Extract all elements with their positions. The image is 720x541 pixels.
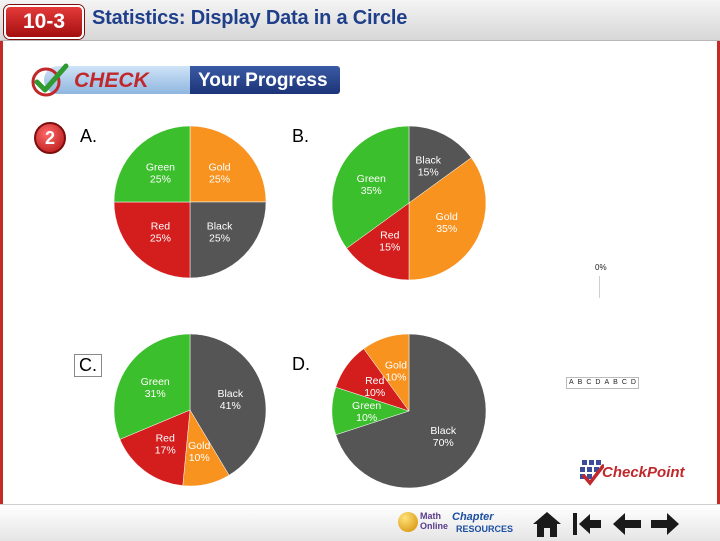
- slice-percent-black: 15%: [418, 166, 439, 178]
- resources-label: RESOURCES: [456, 524, 514, 534]
- globe-icon: [398, 512, 418, 532]
- slice-label-black: Black: [415, 154, 441, 166]
- right-border: [717, 41, 720, 531]
- slice-label-gold: Gold: [188, 440, 210, 452]
- slice-label-black: Black: [217, 388, 243, 400]
- left-border: [0, 41, 3, 531]
- slice-label-gold: Gold: [436, 211, 458, 223]
- response-axis-line: [599, 276, 600, 298]
- pie-slice-red[interactable]: [119, 409, 191, 486]
- slice-label-gold: Gold: [208, 161, 230, 173]
- answer-letter: C: [586, 379, 592, 386]
- slice-percent-black: 41%: [220, 400, 241, 412]
- pie-slice-gold[interactable]: [408, 157, 487, 281]
- previous-arrow-icon[interactable]: [610, 509, 644, 539]
- answer-letter: C: [621, 379, 627, 386]
- slice-label-black: Black: [430, 425, 456, 437]
- slice-percent-gold: 25%: [209, 173, 230, 185]
- option-d-label[interactable]: D.: [292, 354, 310, 374]
- answer-letter: D: [595, 379, 601, 386]
- pie-slice-green[interactable]: [113, 333, 191, 440]
- pie-slice-red[interactable]: [113, 201, 191, 279]
- slice-percent-red: 15%: [379, 242, 400, 254]
- pie-slice-gold[interactable]: [189, 125, 267, 203]
- math-online-button[interactable]: Math Online: [398, 509, 448, 539]
- option-b-label[interactable]: B.: [292, 126, 310, 146]
- answer-letter: D: [630, 379, 636, 386]
- answer-letter: A: [604, 379, 610, 386]
- response-zero-label: 0%: [595, 263, 607, 272]
- check-your-progress-banner: CHECK Your Progress: [30, 62, 342, 98]
- lesson-title: Statistics: Display Data in a Circle: [92, 7, 408, 29]
- slice-label-green: Green: [352, 400, 381, 412]
- check-label: CHECK: [74, 69, 149, 92]
- pie-slice-green[interactable]: [113, 125, 191, 203]
- next-arrow-icon[interactable]: [648, 509, 682, 539]
- slice-percent-black: 70%: [433, 437, 454, 449]
- checkmark-icon: [31, 63, 69, 97]
- slice-percent-red: 17%: [155, 445, 176, 457]
- chapter-label: Chapter: [452, 511, 494, 523]
- slice-label-red: Red: [151, 221, 170, 233]
- math-online-label: Math Online: [420, 511, 449, 531]
- pie-slice-gold[interactable]: [363, 333, 410, 412]
- progress-label: Your Progress: [198, 70, 328, 91]
- slice-label-green: Green: [357, 173, 386, 185]
- slice-percent-gold: 35%: [436, 223, 457, 235]
- slice-percent-red: 25%: [150, 233, 171, 245]
- pie-slice-green[interactable]: [331, 125, 410, 249]
- pie-slice-black[interactable]: [189, 201, 267, 279]
- slice-label-gold: Gold: [385, 360, 407, 372]
- chapter-resources-button[interactable]: Chapter RESOURCES: [452, 509, 524, 539]
- pie-slice-red[interactable]: [346, 202, 410, 281]
- header-bar: 10-3 Statistics: Display Data in a Circl…: [0, 0, 720, 41]
- slice-label-black: Black: [207, 221, 233, 233]
- pie-slice-black[interactable]: [189, 333, 267, 476]
- lesson-badge: 10-3: [4, 5, 84, 39]
- slice-label-red: Red: [156, 433, 175, 445]
- slice-percent-green: 31%: [145, 388, 166, 400]
- option-a-label[interactable]: A.: [80, 126, 98, 146]
- answer-letter: B: [613, 379, 618, 386]
- first-page-icon[interactable]: [570, 509, 604, 539]
- banner-right-panel: [190, 66, 340, 94]
- pie-slice-black[interactable]: [335, 333, 487, 489]
- slice-label-green: Green: [141, 376, 170, 388]
- checkpoint-grid-icon: [580, 460, 604, 486]
- slice-percent-green: 25%: [150, 173, 171, 185]
- home-icon[interactable]: [530, 509, 564, 539]
- answer-letter: B: [577, 379, 583, 386]
- question-number-badge: 2: [34, 122, 66, 154]
- answer-letter: A: [569, 379, 574, 386]
- slice-label-red: Red: [365, 375, 384, 387]
- pie-slice-black[interactable]: [408, 125, 472, 204]
- slice-label-red: Red: [380, 230, 399, 242]
- slice-percent-red: 10%: [364, 387, 385, 399]
- bottom-nav-bar: Math Online Chapter RESOURCES: [0, 504, 720, 541]
- slice-label-green: Green: [146, 161, 175, 173]
- slice-percent-gold: 10%: [385, 372, 406, 384]
- response-answer-axis: A B C D A B C D: [566, 377, 639, 389]
- option-c-label[interactable]: C.: [74, 354, 102, 377]
- slice-percent-gold: 10%: [189, 452, 210, 464]
- slice-percent-green: 10%: [356, 412, 377, 424]
- banner-left-panel: [44, 66, 194, 94]
- checkpoint-label: CheckPoint: [602, 464, 685, 481]
- slice-percent-black: 25%: [209, 233, 230, 245]
- slice-percent-green: 35%: [361, 185, 382, 197]
- checkpoint-logo[interactable]: CheckPoint: [578, 456, 688, 490]
